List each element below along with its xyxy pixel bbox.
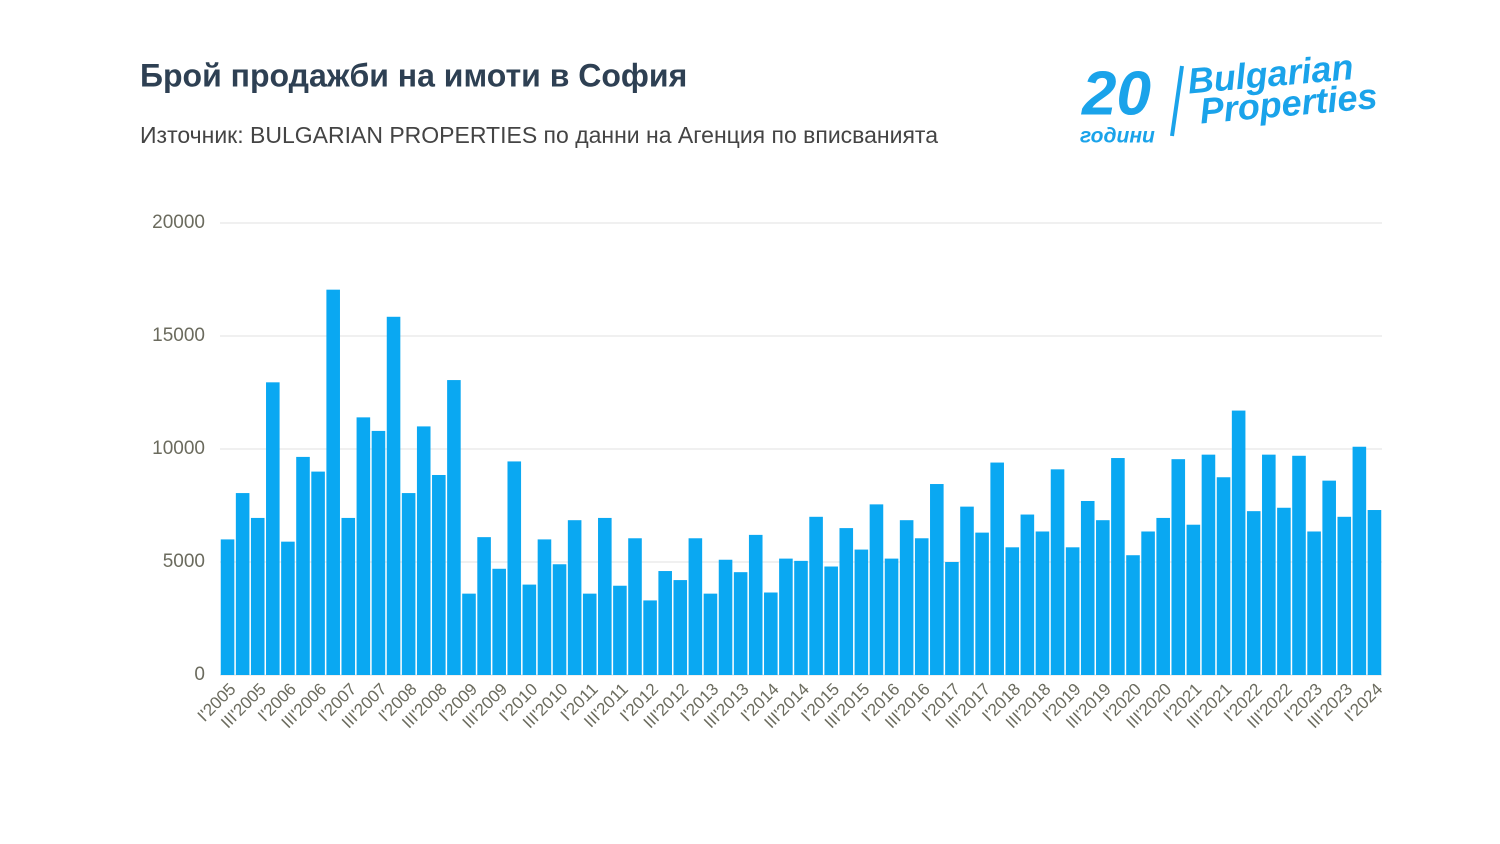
bar xyxy=(235,493,250,675)
bar xyxy=(945,562,959,675)
bar xyxy=(1096,520,1110,675)
bar xyxy=(809,516,823,675)
bar xyxy=(658,571,672,675)
bar xyxy=(718,559,733,675)
logo: 20 години Bulgarian Properties xyxy=(1080,46,1379,147)
bar xyxy=(1352,446,1367,675)
bar xyxy=(477,537,491,675)
bar xyxy=(1005,547,1020,675)
bar xyxy=(507,461,522,675)
bar xyxy=(688,538,703,675)
bar xyxy=(975,532,989,675)
bar xyxy=(447,380,461,675)
y-tick-label: 15000 xyxy=(152,325,205,346)
bar xyxy=(1262,454,1276,675)
bar xyxy=(582,593,597,675)
bar xyxy=(567,520,582,675)
chart-subtitle: Източник: BULGARIAN PROPERTIES по данни … xyxy=(140,122,938,148)
bar xyxy=(1141,531,1155,675)
bar xyxy=(1277,507,1291,675)
bar xyxy=(1246,511,1261,675)
bar xyxy=(598,517,612,675)
bar xyxy=(764,592,778,675)
bar xyxy=(899,520,914,675)
bar xyxy=(914,538,929,675)
bar xyxy=(779,558,793,675)
y-tick-label: 20000 xyxy=(152,212,205,233)
bar xyxy=(673,580,688,675)
bar xyxy=(643,600,657,675)
bar xyxy=(1186,524,1201,675)
bar xyxy=(1292,455,1306,675)
bar xyxy=(884,558,899,675)
bar xyxy=(1050,469,1065,675)
bar xyxy=(854,549,869,675)
bar xyxy=(356,417,371,675)
bar xyxy=(416,426,431,675)
bar xyxy=(628,538,642,675)
bar xyxy=(250,517,265,675)
bar xyxy=(311,471,325,675)
bar xyxy=(1111,458,1125,675)
y-tick-label: 10000 xyxy=(152,438,205,459)
bar xyxy=(990,462,1004,675)
bar xyxy=(1337,516,1352,675)
bar xyxy=(432,474,446,675)
bar xyxy=(748,534,763,675)
bar xyxy=(930,484,944,675)
bar xyxy=(386,316,401,675)
bar xyxy=(1231,410,1246,675)
bar xyxy=(1065,547,1080,675)
bar xyxy=(326,289,340,675)
bar xyxy=(552,564,567,675)
bar xyxy=(839,528,854,675)
bar xyxy=(1020,514,1035,675)
logo-years: години xyxy=(1080,125,1155,148)
bar xyxy=(794,560,808,675)
logo-divider xyxy=(1170,65,1184,137)
y-tick-label: 0 xyxy=(194,664,205,685)
bar xyxy=(1171,459,1186,675)
bar xyxy=(733,572,748,675)
bar xyxy=(341,517,356,675)
chart-title: Брой продажби на имоти в София xyxy=(140,57,687,93)
logo-number: 20 xyxy=(1081,59,1151,128)
bar xyxy=(296,456,310,675)
bar xyxy=(1307,531,1321,675)
bar xyxy=(266,382,280,675)
bar xyxy=(1126,555,1140,675)
bar xyxy=(1367,510,1382,675)
bar xyxy=(462,593,476,675)
bar xyxy=(281,541,295,675)
bar xyxy=(703,593,718,675)
bar xyxy=(537,539,552,675)
bar xyxy=(1322,480,1336,675)
bar xyxy=(1080,500,1095,675)
bar xyxy=(401,493,416,675)
bar xyxy=(869,504,884,675)
bar xyxy=(220,539,235,675)
bar xyxy=(824,566,838,675)
bar xyxy=(371,430,386,675)
y-tick-label: 5000 xyxy=(163,551,205,572)
bar xyxy=(960,506,974,675)
bar xyxy=(1035,531,1050,675)
bar xyxy=(1216,477,1231,675)
bar xyxy=(1201,454,1216,675)
bar xyxy=(492,568,506,675)
bar xyxy=(613,585,627,675)
bar xyxy=(522,584,537,675)
bar xyxy=(1156,517,1170,675)
